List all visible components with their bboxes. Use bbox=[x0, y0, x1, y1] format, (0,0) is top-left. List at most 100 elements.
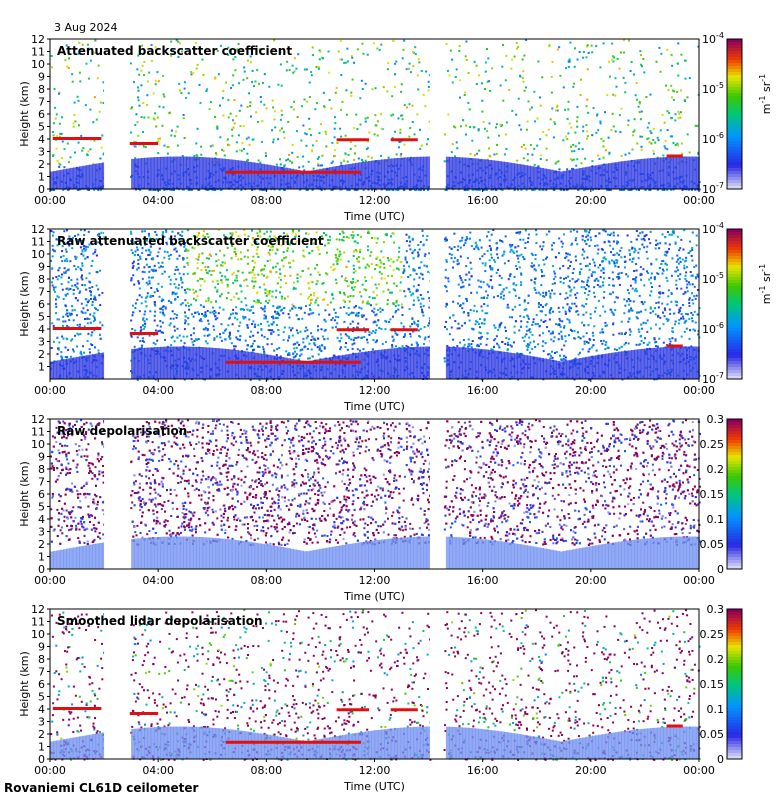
x-tick-label: 16:00 bbox=[467, 384, 499, 397]
colorbar-unit: m-1 sr-1 bbox=[758, 74, 773, 114]
colorbar-segment bbox=[727, 693, 742, 697]
colorbar-segment bbox=[727, 732, 742, 736]
colorbar-segment bbox=[727, 536, 742, 540]
colorbar-segment bbox=[727, 96, 742, 100]
colorbar-segment bbox=[727, 624, 742, 628]
x-tick-label: 20:00 bbox=[575, 384, 607, 397]
x-tick-label: 00:00 bbox=[34, 574, 66, 587]
colorbar-segment bbox=[727, 183, 742, 187]
colorbar-segment bbox=[727, 696, 742, 700]
y-tick-label: 9 bbox=[38, 261, 45, 274]
colorbar-segment bbox=[727, 500, 742, 504]
x-tick-label: 08:00 bbox=[250, 194, 282, 207]
colorbar-segment bbox=[727, 455, 742, 459]
colorbar-segment bbox=[727, 428, 742, 432]
cloud-layers bbox=[52, 327, 683, 364]
y-tick-label: 10 bbox=[31, 438, 45, 451]
colorbar-segment bbox=[727, 156, 742, 160]
colorbar-segment bbox=[727, 123, 742, 127]
colorbar-segment bbox=[727, 283, 742, 287]
colorbar-segment bbox=[727, 630, 742, 634]
colorbar-segment bbox=[727, 705, 742, 709]
colorbar-segment bbox=[727, 60, 742, 64]
colorbar: 0.3 0.25 0.2 0.15 0.1 0.05 0 bbox=[700, 413, 743, 576]
x-axis: 00:00 04:00 08:00 12:00 16:00 20:00 00:00 Time … bbox=[34, 379, 715, 413]
x-tick-label: 16:00 bbox=[467, 764, 499, 777]
colorbar-segment bbox=[727, 349, 742, 353]
colorbar-segment bbox=[727, 325, 742, 329]
colorbar-segment bbox=[727, 331, 742, 335]
data-gap-2 bbox=[429, 609, 444, 759]
plot-area bbox=[49, 38, 701, 191]
colorbar-segment bbox=[727, 120, 742, 124]
colorbar-segment bbox=[727, 54, 742, 58]
y-axis-label: Height (km) bbox=[18, 651, 31, 717]
y-tick-label: 3 bbox=[38, 526, 45, 539]
colorbar-segment bbox=[727, 648, 742, 652]
data-gap-2 bbox=[429, 229, 444, 379]
cloud-2 bbox=[128, 332, 159, 335]
colorbar-tick-label: 0.15 bbox=[700, 678, 725, 691]
plot-area bbox=[49, 228, 701, 381]
colorbar-segment bbox=[727, 238, 742, 242]
x-tick-label: 08:00 bbox=[250, 764, 282, 777]
colorbar-segment bbox=[727, 446, 742, 450]
x-tick-label: 00:00 bbox=[683, 194, 715, 207]
colorbar-segment bbox=[727, 370, 742, 374]
y-tick-label: 11 bbox=[31, 46, 45, 59]
y-axis-label: Height (km) bbox=[18, 461, 31, 527]
colorbar-segment bbox=[727, 277, 742, 281]
cloud-1 bbox=[52, 707, 102, 710]
colorbar-segment bbox=[727, 144, 742, 148]
colorbar-segment bbox=[727, 509, 742, 513]
x-tick-label: 08:00 bbox=[250, 384, 282, 397]
cloud-4 bbox=[390, 138, 418, 142]
y-tick-label: 8 bbox=[38, 653, 45, 666]
colorbar-segment bbox=[727, 708, 742, 712]
colorbar-segment bbox=[727, 373, 742, 377]
y-tick-label: 8 bbox=[38, 463, 45, 476]
colorbar-segment bbox=[727, 87, 742, 91]
data-gap-1 bbox=[104, 229, 130, 379]
colorbar-segment bbox=[727, 464, 742, 468]
x-tick-label: 20:00 bbox=[575, 764, 607, 777]
x-tick-label: 08:00 bbox=[250, 574, 282, 587]
y-axis-label: Height (km) bbox=[18, 271, 31, 337]
y-tick-label: 11 bbox=[31, 236, 45, 249]
x-tick-label: 12:00 bbox=[359, 764, 391, 777]
x-axis: 00:00 04:00 08:00 12:00 16:00 20:00 00:00 Time … bbox=[34, 569, 715, 603]
colorbar-segment bbox=[727, 512, 742, 516]
y-tick-label: 10 bbox=[31, 248, 45, 261]
colorbar-segment bbox=[727, 186, 742, 190]
y-tick-label: 0 bbox=[38, 563, 45, 576]
colorbar-segment bbox=[727, 262, 742, 266]
colorbar-segment bbox=[727, 419, 742, 423]
y-tick-label: 1 bbox=[38, 361, 45, 374]
panel-title: Attenuated backscatter coefficient bbox=[57, 44, 292, 58]
x-tick-label: 16:00 bbox=[467, 194, 499, 207]
colorbar-tick-label: 0.2 bbox=[707, 463, 725, 476]
y-tick-label: 5 bbox=[38, 311, 45, 324]
data-gap-2 bbox=[429, 419, 444, 569]
colorbar: 10-4 10-5 10-6 10-7 m-1 sr-1 bbox=[702, 221, 773, 386]
cloud-6 bbox=[666, 154, 683, 158]
y-tick-label: 3 bbox=[38, 146, 45, 159]
colorbar-segment bbox=[727, 346, 742, 350]
colorbar-segment bbox=[727, 678, 742, 682]
colorbar-segment bbox=[727, 177, 742, 181]
colorbar-segment bbox=[727, 310, 742, 314]
y-tick-label: 5 bbox=[38, 501, 45, 514]
x-tick-label: 04:00 bbox=[142, 764, 174, 777]
colorbar-segment bbox=[727, 313, 742, 317]
colorbar-segment bbox=[727, 376, 742, 380]
y-tick-label: 6 bbox=[38, 488, 45, 501]
colorbar-segment bbox=[727, 253, 742, 257]
colorbar: 0.3 0.25 0.2 0.15 0.1 0.05 0 bbox=[700, 603, 743, 766]
colorbar-segment bbox=[727, 554, 742, 558]
colorbar-segment bbox=[727, 618, 742, 622]
data-gap-1 bbox=[104, 609, 130, 759]
colorbar-tick-label: 10-5 bbox=[702, 81, 724, 96]
colorbar-segment bbox=[727, 229, 742, 233]
